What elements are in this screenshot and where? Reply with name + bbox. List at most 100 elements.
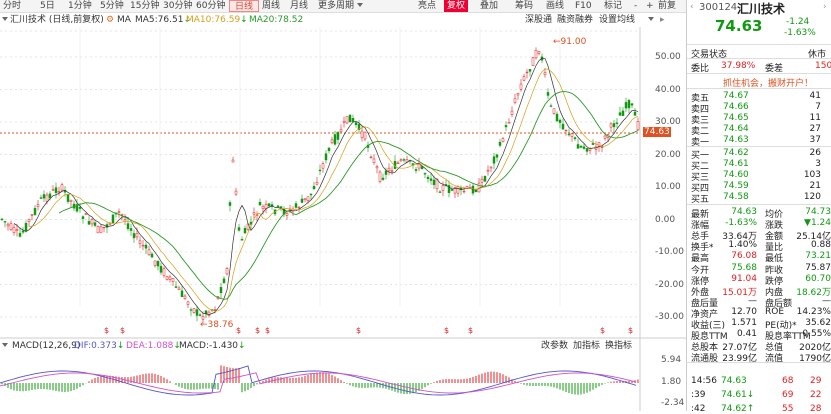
bid-price[interactable]: 74.62 <box>723 148 749 158</box>
price-change-pct: -1.63% <box>784 28 816 38</box>
candle-body <box>576 144 580 149</box>
stat-label: 流通股 <box>691 354 719 365</box>
ask-price[interactable]: 74.65 <box>723 113 749 123</box>
candle-body <box>42 194 46 199</box>
period-tab-intraday[interactable]: 分时 <box>3 1 22 11</box>
candle-body <box>378 171 382 182</box>
signal-marker: $ <box>444 326 449 335</box>
current-price: 74.63 <box>715 17 763 35</box>
ask-price[interactable]: 74.63 <box>723 135 749 145</box>
stat-label: 最低 <box>765 254 784 265</box>
forward-icon[interactable]: › <box>823 2 827 12</box>
candle-body <box>393 160 397 169</box>
stat-value: 25.14亿 <box>796 232 831 243</box>
back-icon[interactable]: ‹ <box>690 2 694 12</box>
tool-mark[interactable]: 标记 <box>604 1 623 11</box>
period-tab-more[interactable]: 更多周期 <box>318 1 355 11</box>
margin-trading-link[interactable]: 融资融券 <box>557 15 594 25</box>
swap-indicator-button[interactable]: 换指标 <box>605 341 633 351</box>
candle-body <box>495 154 499 158</box>
zoom-out-button[interactable]: - <box>634 1 638 11</box>
period-tab-daily[interactable]: 日线 <box>229 0 259 12</box>
tool-forward-adjust[interactable]: 前复 <box>658 1 677 11</box>
stat-label: 总股本 <box>691 343 719 354</box>
chevron-down-icon[interactable] <box>357 3 363 7</box>
tool-f10[interactable]: F10 <box>575 1 592 11</box>
ask-price[interactable]: 74.64 <box>723 124 749 134</box>
tool-chips[interactable]: 筹码 <box>515 1 534 11</box>
add-indicator-button[interactable]: 加指标 <box>573 341 601 351</box>
ma-settings-button[interactable]: 设置均线 <box>599 15 636 25</box>
period-tab-5day[interactable]: 5日 <box>40 1 55 11</box>
candle-body <box>33 207 37 215</box>
candle-body <box>546 92 550 96</box>
candle-body <box>621 110 625 116</box>
chevron-down-icon[interactable] <box>2 343 8 347</box>
bid-price[interactable]: 74.60 <box>723 170 749 180</box>
candle-body <box>330 139 334 144</box>
bid-price[interactable]: 74.59 <box>723 181 749 191</box>
candle-body <box>348 114 352 123</box>
stat-value: 15.01万 <box>722 287 757 298</box>
zoom-in-button[interactable]: + <box>646 1 654 11</box>
tool-restore-rights[interactable]: 复权 <box>444 0 469 12</box>
candle-body <box>153 260 157 266</box>
candle-body <box>240 239 244 241</box>
ask-volume: 41 <box>809 91 821 101</box>
candlestick-chart[interactable]: $ $ $ $ $ $ $ $ $ $ <box>0 27 686 411</box>
period-tab-1min[interactable]: 1分钟 <box>68 1 92 11</box>
ma10-text: MA10:76.59 <box>186 15 241 25</box>
candle-body <box>612 123 616 128</box>
ask-price[interactable]: 74.67 <box>723 91 749 101</box>
candle-body <box>429 178 433 181</box>
candle-body <box>195 309 199 316</box>
candle-body <box>0 218 4 220</box>
candle-body <box>192 308 196 313</box>
bid-price[interactable]: 74.61 <box>723 159 749 169</box>
period-tab-30min[interactable]: 30分钟 <box>163 1 193 11</box>
chart-title: 汇川技术 (日线,前复权) <box>10 15 104 25</box>
trade-status-label: 交易状态 <box>691 50 728 60</box>
candle-body <box>375 166 379 169</box>
stat-label: 收益(三) <box>691 321 726 331</box>
candle-body <box>231 159 235 163</box>
settings-icon[interactable]: ⚙ <box>106 15 115 25</box>
candle-body <box>423 173 427 175</box>
candle-body <box>174 286 178 288</box>
candle-body <box>384 170 388 175</box>
candle-body <box>156 261 160 267</box>
promo-link[interactable]: 抓住机会，搬财开户！ <box>723 79 814 89</box>
candle-body <box>126 223 130 229</box>
edit-params-button[interactable]: 改参数 <box>541 341 569 351</box>
tick-volume: 55 <box>782 404 794 414</box>
bid-price[interactable]: 74.58 <box>723 192 749 202</box>
tool-draw[interactable]: 画线 <box>546 1 565 11</box>
candle-body <box>15 229 19 232</box>
period-tab-60min[interactable]: 60分钟 <box>196 1 226 11</box>
period-tab-weekly[interactable]: 周线 <box>262 1 281 11</box>
ask-volume: 37 <box>809 135 821 145</box>
stat-label: 最新 <box>691 210 710 220</box>
period-tab-15min[interactable]: 15分钟 <box>130 1 160 11</box>
candle-body <box>627 99 631 109</box>
candle-body <box>339 129 343 133</box>
candle-body <box>102 226 106 229</box>
candle-body <box>12 227 16 233</box>
chevron-down-icon[interactable] <box>2 17 8 21</box>
candle-body <box>624 102 628 109</box>
tool-overlay[interactable]: 叠加 <box>480 1 499 11</box>
period-tab-5min[interactable]: 5分钟 <box>100 1 124 11</box>
signal-marker: $ <box>265 326 270 335</box>
deep-connect-link[interactable]: 深股通 <box>525 15 553 25</box>
period-tab-monthly[interactable]: 月线 <box>290 1 309 11</box>
ask-price[interactable]: 74.66 <box>723 102 749 112</box>
tool-highlight[interactable]: 亮点 <box>418 1 437 11</box>
tick-time: 14:56 <box>691 376 717 386</box>
stat-value: 33.64万 <box>722 232 757 243</box>
more-icon[interactable]: ▸ <box>660 15 665 25</box>
chevron-down-icon[interactable] <box>648 17 654 21</box>
dif-line <box>0 365 637 396</box>
candle-body <box>81 216 85 219</box>
candle-body <box>585 148 589 152</box>
stock-name: 汇川技术 <box>737 2 786 16</box>
